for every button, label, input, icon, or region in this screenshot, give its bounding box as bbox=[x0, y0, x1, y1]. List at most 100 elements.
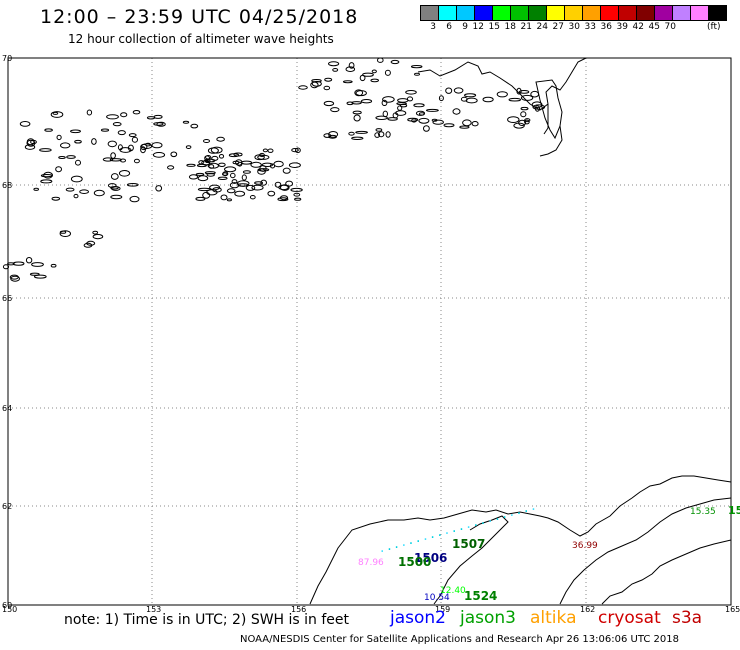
island-outline bbox=[288, 162, 301, 168]
island-outline bbox=[51, 196, 61, 201]
island-outline bbox=[232, 160, 240, 165]
island-outline bbox=[74, 139, 82, 144]
track-mark: · bbox=[495, 512, 499, 528]
island-outline bbox=[40, 174, 53, 178]
island-outline bbox=[348, 62, 355, 69]
island-outline bbox=[471, 121, 479, 127]
lon-label: 165 bbox=[725, 605, 740, 614]
lat-label: 60 bbox=[2, 601, 12, 610]
island-outline bbox=[371, 69, 377, 74]
island-outline bbox=[374, 132, 381, 138]
pass-label-1524: 1524 bbox=[464, 589, 497, 603]
map-title: 12:00 – 23:59 UTC 04/25/2018 bbox=[40, 6, 359, 28]
track-mark: · bbox=[517, 506, 521, 522]
island-outline bbox=[508, 97, 522, 102]
scale-label: 12 bbox=[472, 22, 484, 32]
island-outline bbox=[145, 142, 151, 147]
island-outline bbox=[40, 179, 53, 184]
island-outline bbox=[43, 171, 53, 179]
island-outline bbox=[249, 195, 256, 200]
island-outline bbox=[241, 174, 247, 181]
island-outline bbox=[323, 100, 335, 107]
track-mark: · bbox=[474, 518, 478, 534]
island-outline bbox=[12, 261, 25, 266]
track-mark: · bbox=[481, 516, 485, 532]
island-outline bbox=[33, 187, 40, 191]
island-outline bbox=[234, 190, 246, 197]
island-outline bbox=[524, 119, 530, 125]
island-outline bbox=[52, 111, 59, 115]
island-outline bbox=[423, 125, 430, 132]
wave-value-green: 12.40 bbox=[440, 586, 466, 596]
satellite-jason2: jason2 bbox=[390, 608, 446, 628]
island-outline bbox=[203, 139, 210, 143]
island-outline bbox=[128, 133, 137, 138]
wave-value-low: 10.54 bbox=[424, 593, 450, 603]
island-outline bbox=[170, 151, 178, 158]
island-outline bbox=[204, 171, 216, 175]
wave-value-east: 15.35 bbox=[690, 507, 716, 517]
island-outline bbox=[231, 179, 238, 184]
island-outline bbox=[396, 102, 407, 106]
island-outline bbox=[351, 136, 364, 141]
island-outline bbox=[459, 125, 470, 129]
scale-label: 3 bbox=[430, 22, 436, 32]
lon-label: 156 bbox=[291, 605, 306, 614]
lon-label: 159 bbox=[435, 605, 450, 614]
island-outline bbox=[382, 96, 395, 103]
island-outline bbox=[513, 122, 525, 129]
scale-label: 18 bbox=[504, 22, 516, 32]
island-outline bbox=[110, 194, 123, 200]
coastline-north bbox=[417, 57, 731, 111]
coastline-southeast bbox=[559, 497, 732, 605]
island-outline bbox=[311, 79, 322, 83]
wave-value-high: 87.96 bbox=[358, 558, 384, 568]
wave-value-cryosat: 36.99 bbox=[572, 541, 598, 551]
lon-label: 150 bbox=[2, 605, 17, 614]
track-mark: · bbox=[524, 504, 528, 520]
island-outline bbox=[110, 173, 119, 180]
island-outline bbox=[75, 159, 81, 166]
track-mark: · bbox=[409, 536, 413, 552]
island-outline bbox=[182, 120, 190, 124]
island-outline bbox=[242, 170, 251, 174]
footer-credit: NOAA/NESDIS Center for Satellite Applica… bbox=[240, 634, 679, 645]
island-outline bbox=[109, 158, 122, 162]
island-outline bbox=[413, 103, 425, 108]
island-outline bbox=[156, 121, 166, 127]
island-outline bbox=[418, 112, 425, 116]
island-outline bbox=[432, 119, 444, 125]
island-outline bbox=[226, 188, 236, 194]
island-outline bbox=[438, 95, 444, 102]
island-outline bbox=[452, 108, 461, 115]
island-outline bbox=[291, 148, 299, 153]
island-outline bbox=[257, 154, 270, 160]
island-outline bbox=[216, 136, 225, 142]
island-outline bbox=[31, 262, 44, 267]
island-outline bbox=[385, 131, 391, 138]
island-outline bbox=[56, 134, 62, 141]
island-outline bbox=[58, 156, 66, 159]
island-outline bbox=[285, 180, 294, 187]
island-outline bbox=[520, 106, 529, 111]
island-outline bbox=[100, 128, 110, 132]
island-outline bbox=[330, 107, 340, 113]
island-outline bbox=[44, 128, 53, 132]
island-outline bbox=[407, 117, 419, 122]
lat-label: 68 bbox=[2, 181, 12, 190]
island-outline bbox=[262, 148, 268, 153]
island-outline bbox=[362, 72, 374, 77]
island-outline bbox=[106, 114, 119, 120]
island-outline bbox=[348, 131, 355, 136]
island-outline bbox=[352, 110, 362, 115]
island-outline bbox=[445, 87, 453, 94]
island-outline bbox=[387, 117, 398, 121]
island-outline bbox=[254, 181, 264, 185]
island-outline bbox=[290, 187, 303, 192]
island-outline bbox=[273, 160, 284, 168]
island-outline bbox=[120, 112, 128, 118]
island-outline bbox=[465, 97, 478, 104]
island-outline bbox=[204, 155, 211, 161]
island-outline bbox=[520, 111, 527, 118]
scale-label: 70 bbox=[664, 22, 676, 32]
